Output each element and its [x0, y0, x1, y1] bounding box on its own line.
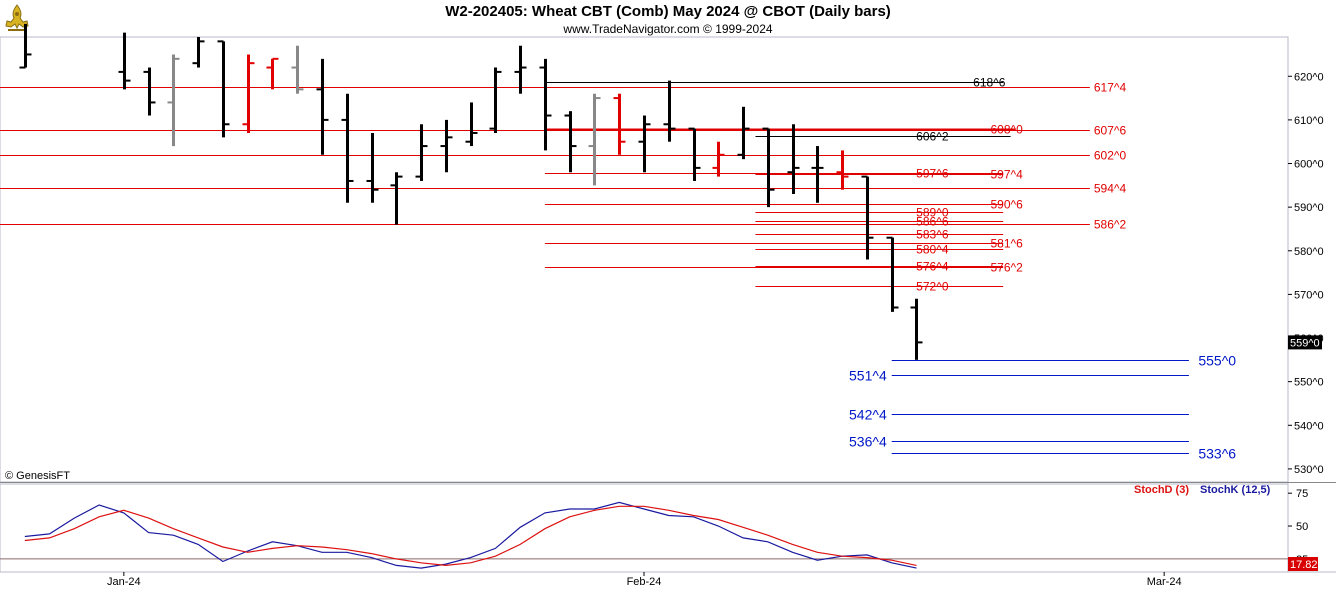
ohlc-bar	[390, 172, 403, 225]
stoch-series-line	[24, 501, 917, 569]
level-label: 576^2	[990, 261, 1023, 275]
ohlc-bar	[688, 127, 701, 181]
level-label: 607^6	[1094, 124, 1127, 138]
price-tick-label: 580^0	[1294, 246, 1324, 258]
ohlc-bar	[613, 93, 626, 155]
ohlc-bar	[291, 45, 304, 94]
level-label: 536^4	[849, 434, 887, 450]
x-tick-label: Mar-24	[1147, 576, 1182, 588]
level-label: 589^0	[916, 206, 949, 220]
level-label: 533^6	[1198, 446, 1236, 462]
level-label: 572^0	[916, 280, 949, 294]
trade-navigator-logo-icon	[5, 4, 29, 31]
price-tick-label: 610^0	[1294, 115, 1324, 127]
level-label: 597^6	[916, 167, 949, 181]
ohlc-bar	[539, 58, 552, 151]
ohlc-bar	[465, 102, 478, 147]
ohlc-bar	[836, 150, 849, 190]
price-tick-label: 620^0	[1294, 71, 1324, 83]
ohlc-bar	[811, 146, 824, 203]
ohlc-bar	[762, 127, 775, 208]
ohlc-bar	[638, 115, 651, 173]
page-subtitle: www.TradeNavigator.com © 1999-2024	[563, 22, 773, 36]
price-tick-label: 550^0	[1294, 377, 1324, 389]
x-tick-label: Jan-24	[107, 576, 141, 588]
ohlc-bar	[588, 93, 601, 186]
ohlc-bar	[886, 236, 899, 312]
ohlc-bar	[266, 57, 279, 90]
price-tick-label: 530^0	[1294, 464, 1324, 476]
last-price-label: 559^0	[1290, 337, 1320, 349]
stoch-tick-label: 50	[1296, 521, 1308, 533]
page-title: W2-202405: Wheat CBT (Comb) May 2024 @ C…	[445, 3, 891, 20]
level-label: 590^6	[990, 198, 1023, 212]
level-label: 608^0	[990, 123, 1023, 137]
ohlc-bar	[192, 37, 205, 68]
stoch-last-value-box	[1288, 557, 1318, 571]
stoch-last-value: 17.82	[1290, 559, 1318, 571]
ohlc-bar	[415, 124, 428, 181]
level-label: 618^6	[973, 76, 1006, 90]
stoch-tick-label: 75	[1296, 488, 1308, 500]
ohlc-bar	[489, 67, 502, 133]
level-label: 542^4	[849, 407, 887, 423]
stoch-legend-entry: StochD (3)	[1134, 484, 1189, 496]
ohlc-bar	[737, 106, 750, 160]
ohlc-bar	[514, 45, 527, 94]
level-label: 586^2	[1094, 218, 1127, 232]
ohlc-bar	[341, 93, 354, 203]
level-label: 555^0	[1198, 353, 1236, 369]
ohlc-bar	[564, 111, 577, 173]
stoch-series-line	[24, 505, 917, 567]
stoch-legend-entry: StochK (12,5)	[1200, 484, 1271, 496]
x-tick-label: Feb-24	[627, 576, 662, 588]
price-tick-label: 540^0	[1294, 420, 1324, 432]
level-label: 576^4	[916, 260, 949, 274]
ohlc-bar	[366, 132, 379, 203]
ohlc-bar	[663, 80, 676, 142]
price-tick-label: 590^0	[1294, 202, 1324, 214]
level-label: 594^4	[1094, 182, 1127, 196]
level-label: 597^4	[990, 168, 1023, 182]
ohlc-bar	[143, 67, 156, 116]
ohlc-bar	[712, 141, 725, 177]
level-label: 551^4	[849, 368, 887, 384]
level-label: 602^0	[1094, 149, 1127, 163]
ohlc-bar	[861, 175, 874, 260]
ohlc-bar	[217, 40, 230, 138]
last-price-box	[1288, 335, 1322, 350]
ohlc-bar	[242, 54, 255, 133]
ohlc-bar	[316, 58, 329, 155]
price-tick-label: 570^0	[1294, 289, 1324, 301]
ohlc-bar	[167, 54, 180, 147]
level-label: 580^4	[916, 243, 949, 257]
ohlc-bar	[787, 124, 800, 195]
ohlc-bar	[910, 298, 923, 360]
ohlc-bar	[118, 32, 131, 90]
price-tick-label: 600^0	[1294, 159, 1324, 171]
copyright-label: © GenesisFT	[5, 470, 70, 482]
level-label: 606^2	[916, 130, 949, 144]
level-label: 581^6	[990, 237, 1023, 251]
level-label: 617^4	[1094, 81, 1127, 95]
price-panel	[0, 36, 1289, 483]
level-label: 586^6	[916, 215, 949, 229]
ohlc-bar	[440, 119, 453, 173]
ohlc-bar	[19, 23, 32, 69]
level-label: 583^6	[916, 228, 949, 242]
